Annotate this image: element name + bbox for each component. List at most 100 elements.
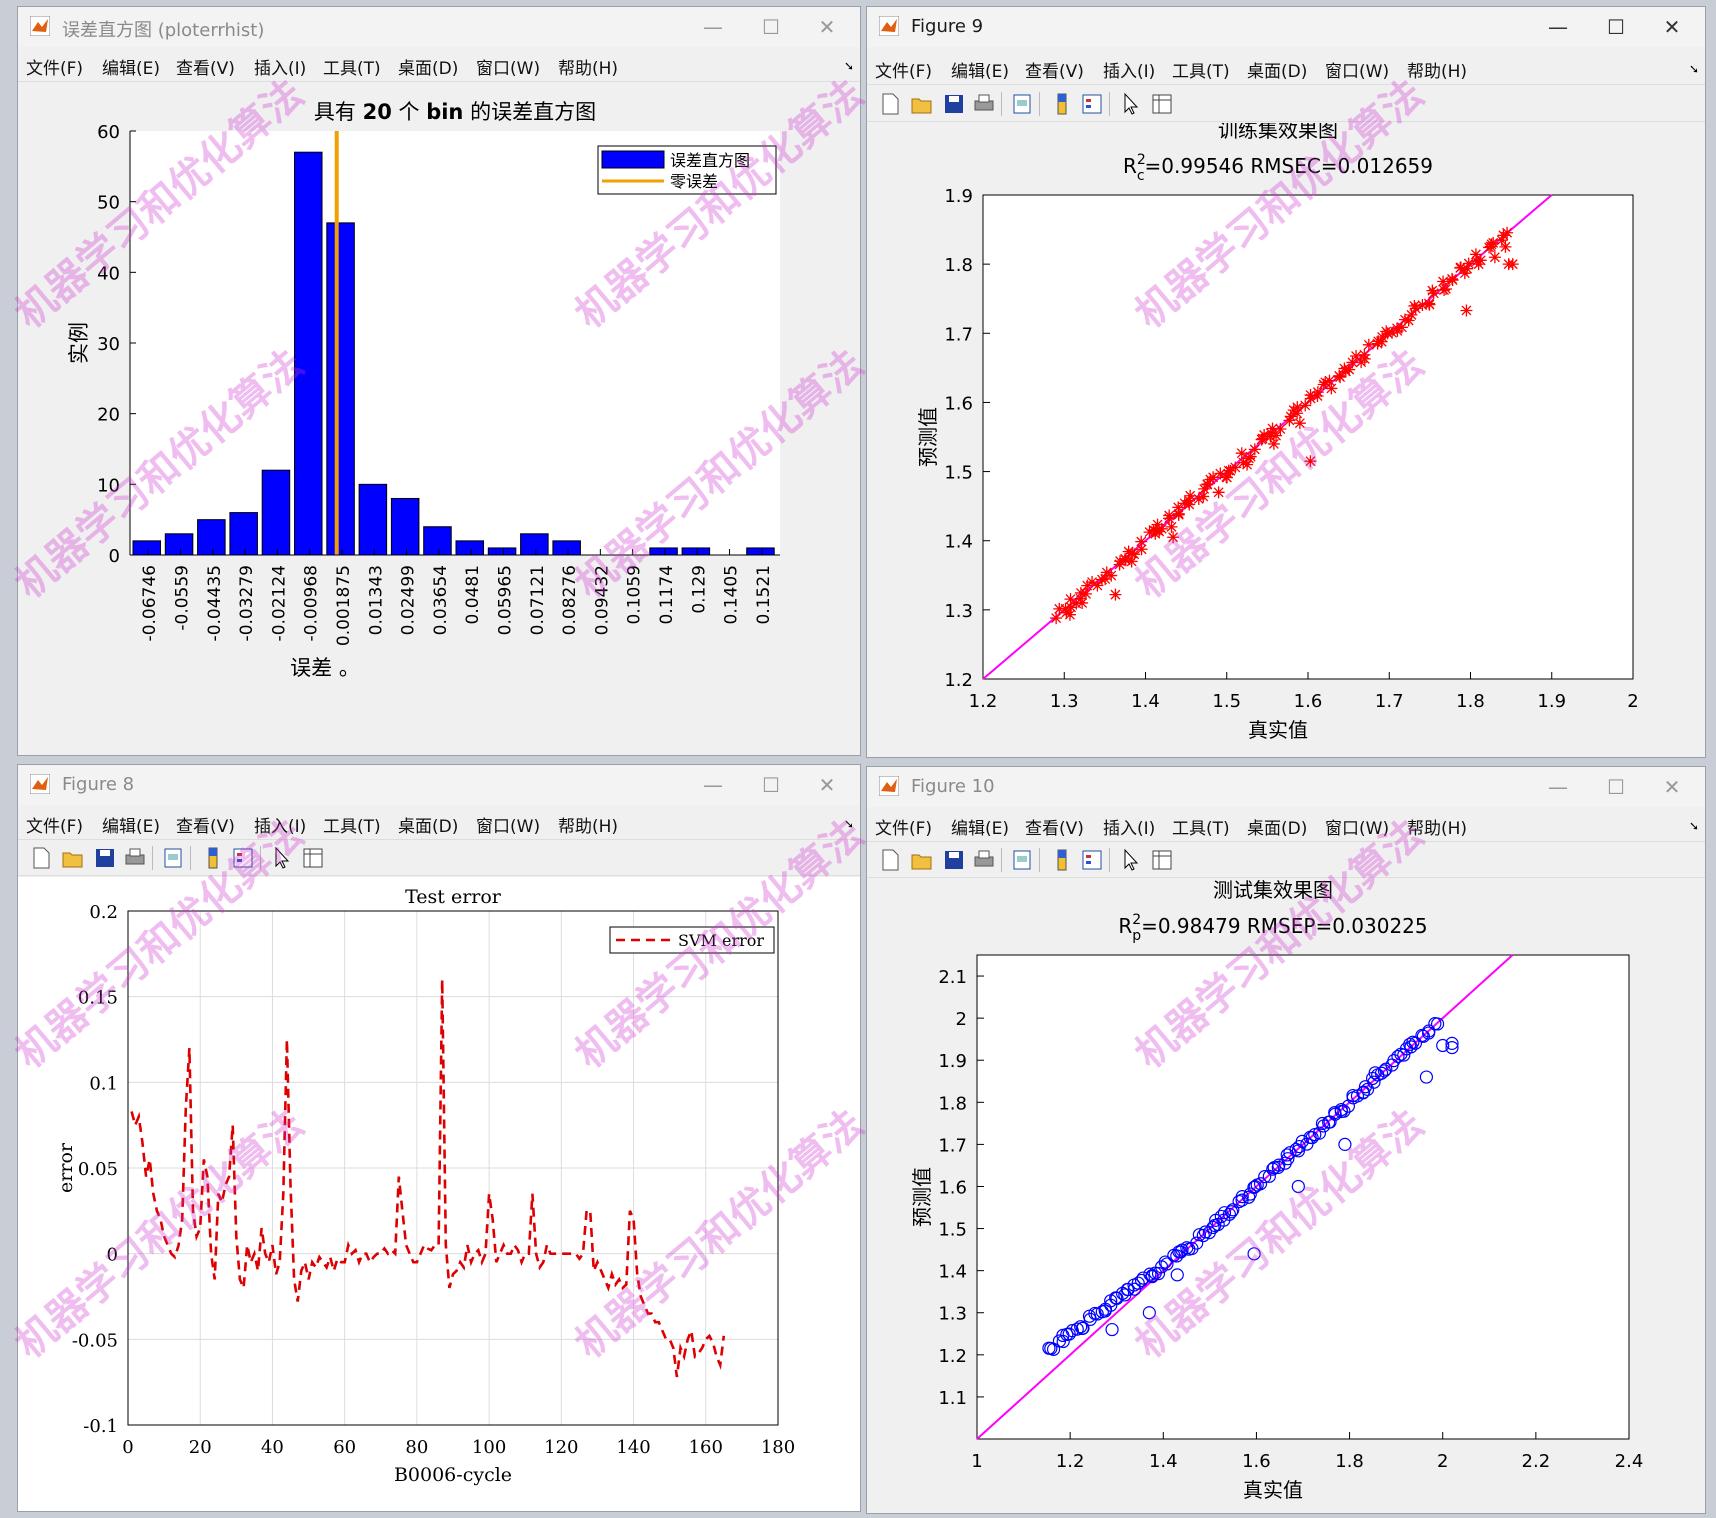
menu-edit[interactable]: 编辑(E): [951, 819, 1010, 839]
new-file-icon[interactable]: [877, 847, 903, 873]
print-preview-icon[interactable]: [1009, 847, 1035, 873]
menu-insert[interactable]: 插入(I): [254, 59, 307, 79]
maximize-button[interactable]: ☐: [762, 773, 780, 797]
toolbar-separator: [1039, 848, 1040, 872]
legend-icon[interactable]: [230, 845, 256, 871]
print-icon[interactable]: [122, 845, 148, 871]
toolbar-separator: [1001, 92, 1002, 116]
new-file-icon[interactable]: [28, 845, 54, 871]
menu-desktop[interactable]: 桌面(D): [1247, 819, 1308, 839]
menu-view[interactable]: 查看(V): [1025, 819, 1084, 839]
colorbar-icon[interactable]: [1049, 847, 1075, 873]
maximize-button[interactable]: ☐: [762, 15, 780, 39]
menu-window[interactable]: 窗口(W): [1325, 819, 1390, 839]
data-point-star: [1422, 297, 1435, 310]
legend-icon[interactable]: [1079, 91, 1105, 117]
pointer-icon[interactable]: [1117, 847, 1143, 873]
menu-edit[interactable]: 编辑(E): [102, 59, 161, 79]
maximize-button[interactable]: ☐: [1607, 15, 1625, 39]
title-bar[interactable]: Figure 9 — ☐ ✕: [867, 7, 1705, 47]
data-point-circle: [1151, 1266, 1166, 1281]
pointer-icon[interactable]: [268, 845, 294, 871]
menu-overflow-arrow-icon[interactable]: ➘: [1688, 62, 1699, 76]
menu-file[interactable]: 文件(F): [875, 62, 933, 82]
menu-window[interactable]: 窗口(W): [1325, 62, 1390, 82]
y-tick-label: -0.1: [83, 1416, 118, 1437]
menu-edit[interactable]: 编辑(E): [951, 62, 1010, 82]
menu-overflow-arrow-icon[interactable]: ➘: [843, 59, 854, 73]
menu-insert[interactable]: 插入(I): [1103, 62, 1156, 82]
menu-tools[interactable]: 工具(T): [1172, 819, 1230, 839]
close-button[interactable]: ✕: [818, 15, 836, 39]
close-button[interactable]: ✕: [818, 773, 836, 797]
property-editor-icon[interactable]: [300, 845, 326, 871]
menu-view[interactable]: 查看(V): [1025, 62, 1084, 82]
data-point-star: [1229, 461, 1242, 474]
colorbar-icon[interactable]: [1049, 91, 1075, 117]
y-tick-label: -0.05: [72, 1330, 118, 1351]
menu-window[interactable]: 窗口(W): [476, 59, 541, 79]
open-folder-icon[interactable]: [60, 845, 86, 871]
save-icon[interactable]: [92, 845, 118, 871]
menu-file[interactable]: 文件(F): [875, 819, 933, 839]
menu-desktop[interactable]: 桌面(D): [398, 59, 459, 79]
data-point-star: [1235, 447, 1248, 460]
menu-overflow-arrow-icon[interactable]: ➘: [843, 817, 854, 831]
open-folder-icon[interactable]: [909, 91, 935, 117]
menu-help[interactable]: 帮助(H): [558, 59, 619, 79]
print-preview-icon[interactable]: [1009, 91, 1035, 117]
menu-tools[interactable]: 工具(T): [323, 817, 381, 837]
matlab-app-icon: [879, 776, 899, 796]
x-axis-label: 真实值: [1248, 718, 1308, 742]
menu-file[interactable]: 文件(F): [26, 817, 84, 837]
menu-help[interactable]: 帮助(H): [1407, 62, 1468, 82]
menu-view[interactable]: 查看(V): [176, 59, 235, 79]
pointer-icon[interactable]: [1117, 91, 1143, 117]
menu-desktop[interactable]: 桌面(D): [398, 817, 459, 837]
data-point-star: [1207, 471, 1220, 484]
histogram-bar: [326, 222, 355, 556]
minimize-button[interactable]: —: [703, 15, 723, 39]
menu-insert[interactable]: 插入(I): [1103, 819, 1156, 839]
maximize-button[interactable]: ☐: [1607, 775, 1625, 799]
x-axis-label: B0006-cycle: [394, 1464, 512, 1486]
minimize-button[interactable]: —: [1548, 15, 1568, 39]
menu-help[interactable]: 帮助(H): [1407, 819, 1468, 839]
close-button[interactable]: ✕: [1663, 15, 1681, 39]
data-point-star: [1325, 382, 1338, 395]
save-icon[interactable]: [941, 91, 967, 117]
menu-tools[interactable]: 工具(T): [323, 59, 381, 79]
print-icon[interactable]: [971, 847, 997, 873]
colorbar-icon[interactable]: [200, 845, 226, 871]
property-editor-icon[interactable]: [1149, 91, 1175, 117]
minimize-button[interactable]: —: [1548, 775, 1568, 799]
open-folder-icon[interactable]: [909, 847, 935, 873]
toolbar-separator: [1001, 848, 1002, 872]
menu-insert[interactable]: 插入(I): [254, 817, 307, 837]
title-bar[interactable]: Figure 8 — ☐ ✕: [18, 765, 860, 805]
legend-icon[interactable]: [1079, 847, 1105, 873]
close-button[interactable]: ✕: [1663, 775, 1681, 799]
print-preview-icon[interactable]: [160, 845, 186, 871]
menu-desktop[interactable]: 桌面(D): [1247, 62, 1308, 82]
title-bar[interactable]: 误差直方图 (ploterrhist) — ☐ ✕: [18, 7, 860, 47]
data-point-star: [1381, 327, 1394, 340]
menu-help[interactable]: 帮助(H): [558, 817, 619, 837]
menu-view[interactable]: 查看(V): [176, 817, 235, 837]
property-editor-icon[interactable]: [1149, 847, 1175, 873]
menu-file[interactable]: 文件(F): [26, 59, 84, 79]
legend-label: 误差直方图: [670, 151, 750, 170]
legend-label: 零误差: [670, 172, 718, 191]
y-tick-label: 0.05: [78, 1159, 118, 1180]
save-icon[interactable]: [941, 847, 967, 873]
menu-tools[interactable]: 工具(T): [1172, 62, 1230, 82]
menu-edit[interactable]: 编辑(E): [102, 817, 161, 837]
title-bar[interactable]: Figure 10 — ☐ ✕: [867, 767, 1705, 807]
data-point-circle: [1338, 1137, 1352, 1151]
matlab-app-icon: [30, 16, 50, 36]
minimize-button[interactable]: —: [703, 773, 723, 797]
print-icon[interactable]: [971, 91, 997, 117]
menu-window[interactable]: 窗口(W): [476, 817, 541, 837]
menu-overflow-arrow-icon[interactable]: ➘: [1688, 819, 1699, 833]
new-file-icon[interactable]: [877, 91, 903, 117]
